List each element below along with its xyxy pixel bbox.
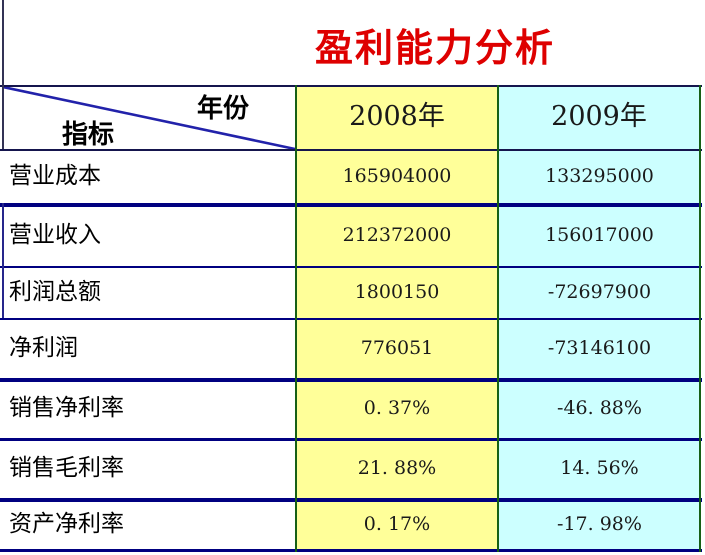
left-edge-line-mid	[2, 203, 4, 318]
cell-2008: 0. 17%	[363, 513, 431, 535]
table-bottom-border	[0, 549, 702, 552]
corner-label-indicator: 指标	[62, 120, 115, 150]
column-header-2009: 2009年	[551, 101, 647, 132]
cell-2009: -46. 88%	[557, 397, 642, 419]
cell-2008: 776051	[360, 337, 434, 359]
row-divider	[0, 203, 702, 207]
cell-2009: 14. 56%	[560, 457, 639, 479]
cell-2009: -73146100	[547, 337, 652, 359]
row-label: 销售净利率	[9, 395, 124, 421]
column-divider-1	[295, 85, 297, 552]
cell-2009: -72697900	[547, 281, 652, 303]
row-divider	[0, 498, 702, 502]
row-label: 净利润	[9, 335, 78, 361]
row-divider	[0, 438, 702, 441]
cell-2008: 212372000	[342, 224, 452, 246]
cell-2008: 165904000	[342, 165, 452, 187]
table-top-border	[0, 85, 702, 87]
header-bottom-border	[0, 149, 702, 151]
column-divider-2	[497, 85, 499, 552]
cell-2008: 1800150	[354, 281, 440, 303]
row-label: 资产净利率	[9, 511, 124, 537]
row-divider	[0, 266, 702, 268]
row-label: 营业收入	[9, 222, 101, 248]
cell-2009: 133295000	[545, 165, 654, 187]
corner-label-year: 年份	[197, 94, 250, 124]
row-label: 销售毛利率	[9, 455, 124, 481]
cell-2008: 0. 37%	[363, 397, 431, 419]
page-title: 盈利能力分析	[314, 25, 556, 70]
row-divider	[0, 318, 702, 320]
table-right-border	[699, 85, 701, 552]
row-divider	[0, 378, 702, 382]
cell-2009: 156017000	[545, 224, 654, 246]
cell-2009: -17. 98%	[557, 513, 642, 535]
column-header-2008: 2008年	[349, 101, 445, 132]
left-edge-line-upper	[2, 0, 4, 149]
row-label: 利润总额	[9, 279, 101, 305]
header-diagonal-line	[3, 86, 296, 151]
row-label: 营业成本	[9, 163, 101, 189]
cell-2008: 21. 88%	[357, 457, 437, 479]
